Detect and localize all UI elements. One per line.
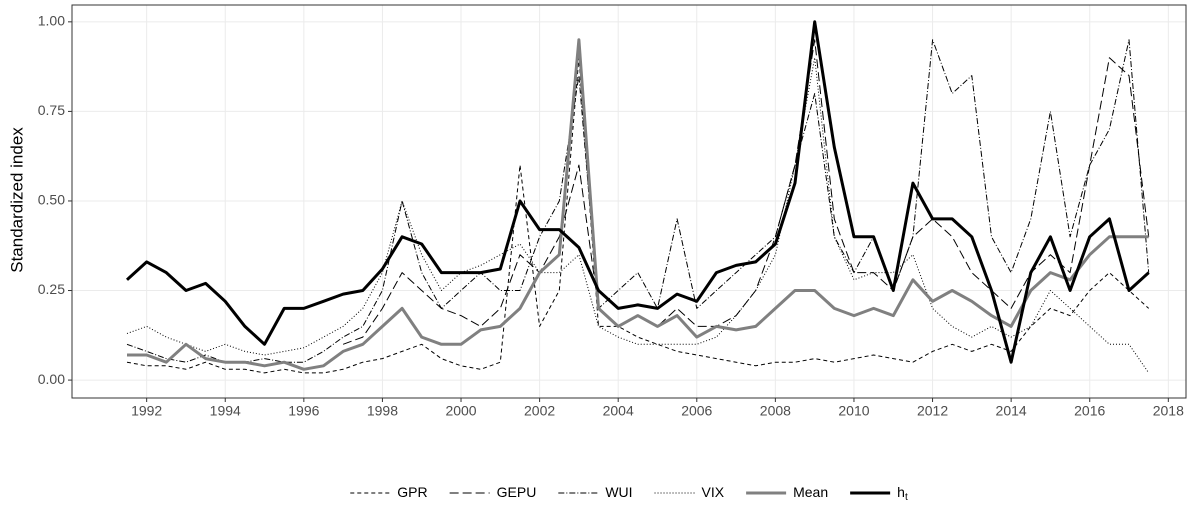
legend-label-text: WUI: [605, 484, 632, 500]
x-tick-label: 2008: [760, 403, 791, 419]
x-tick-label: 2018: [1153, 403, 1184, 419]
x-tick-label: 1998: [367, 403, 398, 419]
legend-label: GPR: [397, 484, 427, 500]
legend-label: VIX: [702, 484, 725, 500]
legend: GPR GEPU WUI VIX Mean ht: [350, 484, 908, 503]
legend-label-text: GPR: [397, 484, 427, 500]
series-line: [126, 57, 1150, 374]
legend-label-text: h: [897, 484, 905, 500]
x-tick-label: 2014: [996, 403, 1027, 419]
legend-label: ht: [897, 484, 908, 503]
legend-label: Mean: [793, 484, 828, 500]
legend-label-text: Mean: [793, 484, 828, 500]
x-tick-label: 1994: [210, 403, 241, 419]
x-tick-label: 2002: [524, 403, 555, 419]
legend-label-text: GEPU: [497, 484, 537, 500]
y-tick-label: 0.75: [38, 102, 65, 118]
series-line: [126, 57, 1150, 374]
panel-border: [71, 4, 1187, 399]
x-tick-label: 2012: [917, 403, 948, 419]
x-tick-label: 2006: [681, 403, 712, 419]
legend-label-subscript: t: [905, 492, 908, 503]
y-tick-label: 1.00: [38, 13, 65, 29]
legend-label-text: VIX: [702, 484, 725, 500]
series-line: [125, 20, 1150, 364]
series-line: [126, 39, 1150, 363]
series-line: [342, 39, 1150, 345]
x-tick-label: 2004: [603, 403, 634, 419]
x-tick-label: 1992: [131, 403, 162, 419]
y-tick-label: 0.50: [38, 192, 65, 208]
legend-label: WUI: [605, 484, 632, 500]
y-tick-label: 0.25: [38, 281, 65, 297]
legend-label: GEPU: [497, 484, 537, 500]
y-axis-label: Standardized index: [7, 127, 26, 273]
y-tick-label: 0.00: [38, 371, 65, 387]
x-tick-label: 2016: [1074, 403, 1105, 419]
x-tick-label: 1996: [288, 403, 319, 419]
x-tick-label: 2000: [445, 403, 476, 419]
x-tick-label: 2010: [838, 403, 869, 419]
series-line: [127, 38, 1149, 371]
